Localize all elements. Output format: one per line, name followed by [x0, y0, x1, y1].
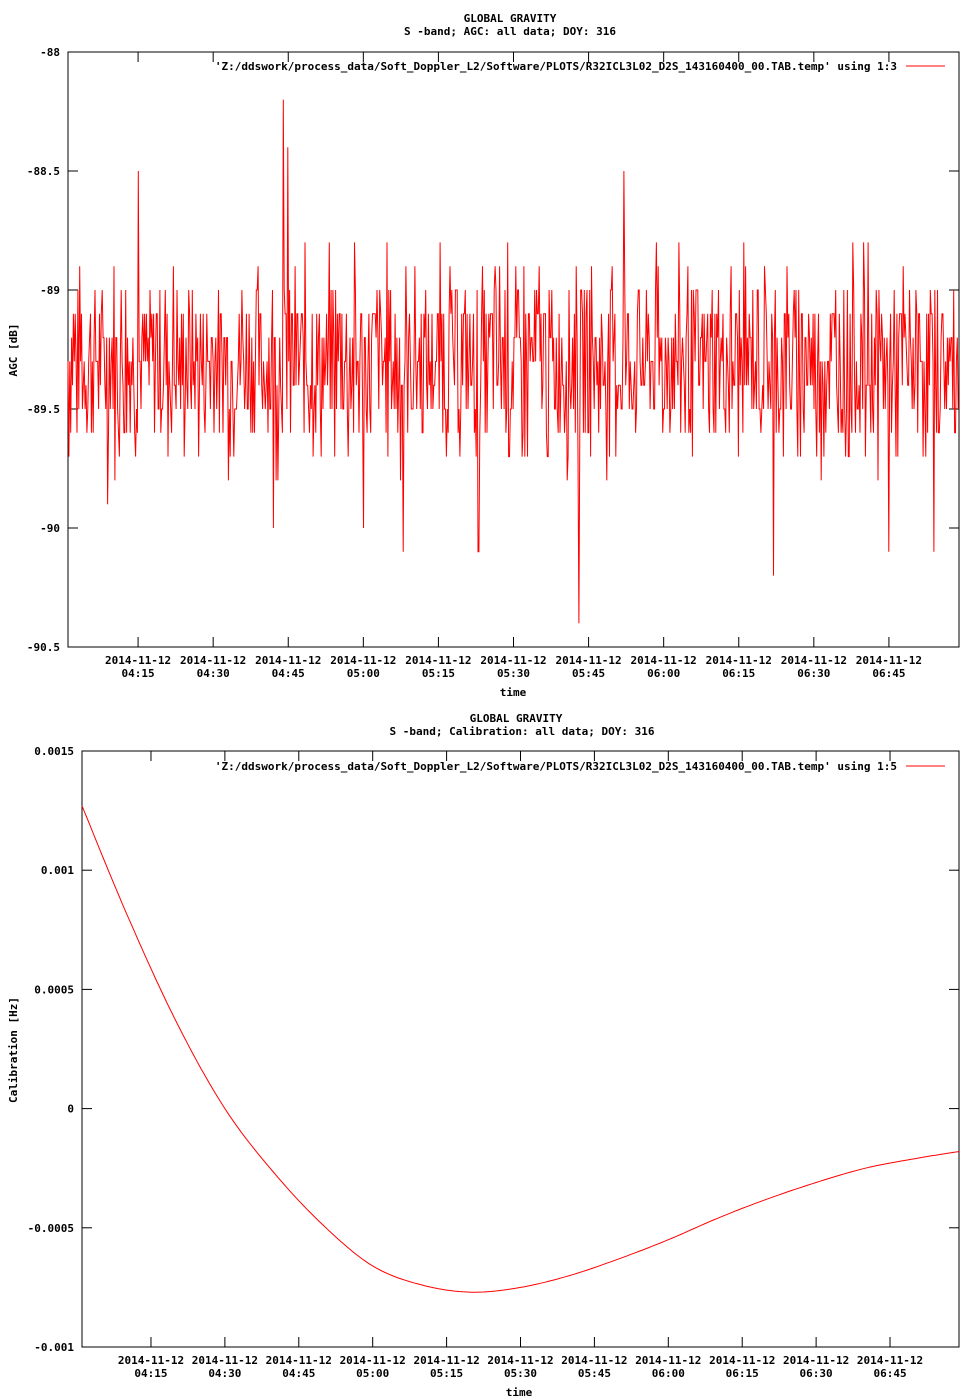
x-tick-date: 2014-11-12	[487, 1354, 553, 1367]
y-tick-label: 0.001	[41, 864, 74, 877]
x-tick-date: 2014-11-12	[340, 1354, 406, 1367]
x-axis-label: time	[500, 686, 527, 699]
x-tick-time: 04:15	[122, 667, 155, 680]
x-tick-time: 06:30	[800, 1367, 833, 1380]
x-tick-time: 05:00	[356, 1367, 389, 1380]
x-tick-date: 2014-11-12	[561, 1354, 627, 1367]
x-tick-date: 2014-11-12	[118, 1354, 184, 1367]
y-tick-label: 0	[67, 1103, 74, 1116]
x-tick-date: 2014-11-12	[555, 654, 621, 667]
x-axis-label: time	[506, 1386, 533, 1399]
x-tick-date: 2014-11-12	[192, 1354, 258, 1367]
series-line	[81, 805, 960, 1293]
x-tick-date: 2014-11-12	[631, 654, 697, 667]
x-tick-time: 06:00	[647, 667, 680, 680]
x-tick-time: 06:15	[722, 667, 755, 680]
x-tick-time: 06:15	[726, 1367, 759, 1380]
y-tick-label: -90.5	[27, 641, 60, 654]
x-tick-time: 04:30	[197, 667, 230, 680]
series-line	[67, 99, 959, 624]
x-tick-date: 2014-11-12	[255, 654, 321, 667]
x-tick-time: 05:00	[347, 667, 380, 680]
chart-title: GLOBAL GRAVITY	[464, 12, 557, 25]
chart-subtitle: S -band; Calibration: all data; DOY: 316	[390, 725, 655, 738]
y-tick-label: -90	[40, 522, 60, 535]
x-tick-date: 2014-11-12	[856, 654, 922, 667]
x-tick-time: 06:00	[652, 1367, 685, 1380]
x-tick-time: 06:45	[873, 1367, 906, 1380]
x-tick-date: 2014-11-12	[781, 654, 847, 667]
x-tick-time: 05:30	[497, 667, 530, 680]
legend-label: 'Z:/ddswork/process_data/Soft_Doppler_L2…	[215, 760, 897, 773]
x-tick-date: 2014-11-12	[266, 1354, 332, 1367]
x-tick-time: 04:15	[134, 1367, 167, 1380]
x-tick-date: 2014-11-12	[180, 654, 246, 667]
calibration-chart: GLOBAL GRAVITY S -band; Calibration: all…	[7, 712, 960, 1399]
x-tick-time: 05:45	[578, 1367, 611, 1380]
chart-subtitle: S -band; AGC: all data; DOY: 316	[404, 25, 616, 38]
x-tick-date: 2014-11-12	[635, 1354, 701, 1367]
x-tick-time: 06:45	[872, 667, 905, 680]
x-tick-time: 04:30	[208, 1367, 241, 1380]
x-tick-time: 04:45	[272, 667, 305, 680]
x-tick-time: 05:15	[430, 1367, 463, 1380]
y-tick-label: -0.001	[34, 1341, 74, 1354]
y-tick-label: 0.0015	[34, 745, 74, 758]
y-axis-label: Calibration [Hz]	[7, 997, 20, 1103]
y-tick-label: -89.5	[27, 403, 60, 416]
plot-frame	[81, 750, 960, 1348]
x-tick-date: 2014-11-12	[706, 654, 772, 667]
y-axis-label: AGC [dB]	[7, 324, 20, 377]
chart-title: GLOBAL GRAVITY	[470, 712, 563, 725]
x-tick-date: 2014-11-12	[330, 654, 396, 667]
x-tick-time: 05:30	[504, 1367, 537, 1380]
x-tick-date: 2014-11-12	[783, 1354, 849, 1367]
y-tick-label: -0.0005	[28, 1222, 74, 1235]
y-tick-label: -88	[40, 46, 60, 59]
y-tick-label: 0.0005	[34, 983, 74, 996]
x-tick-date: 2014-11-12	[480, 654, 546, 667]
legend-label: 'Z:/ddswork/process_data/Soft_Doppler_L2…	[215, 60, 897, 73]
x-tick-date: 2014-11-12	[405, 654, 471, 667]
x-tick-date: 2014-11-12	[105, 654, 171, 667]
x-tick-time: 05:45	[572, 667, 605, 680]
agc-chart: GLOBAL GRAVITY S -band; AGC: all data; D…	[7, 12, 960, 699]
y-tick-label: -88.5	[27, 165, 60, 178]
y-tick-label: -89	[40, 284, 60, 297]
x-tick-date: 2014-11-12	[857, 1354, 923, 1367]
x-tick-time: 04:45	[282, 1367, 315, 1380]
x-tick-time: 05:15	[422, 667, 455, 680]
x-tick-date: 2014-11-12	[413, 1354, 479, 1367]
x-tick-date: 2014-11-12	[709, 1354, 775, 1367]
x-tick-time: 06:30	[797, 667, 830, 680]
